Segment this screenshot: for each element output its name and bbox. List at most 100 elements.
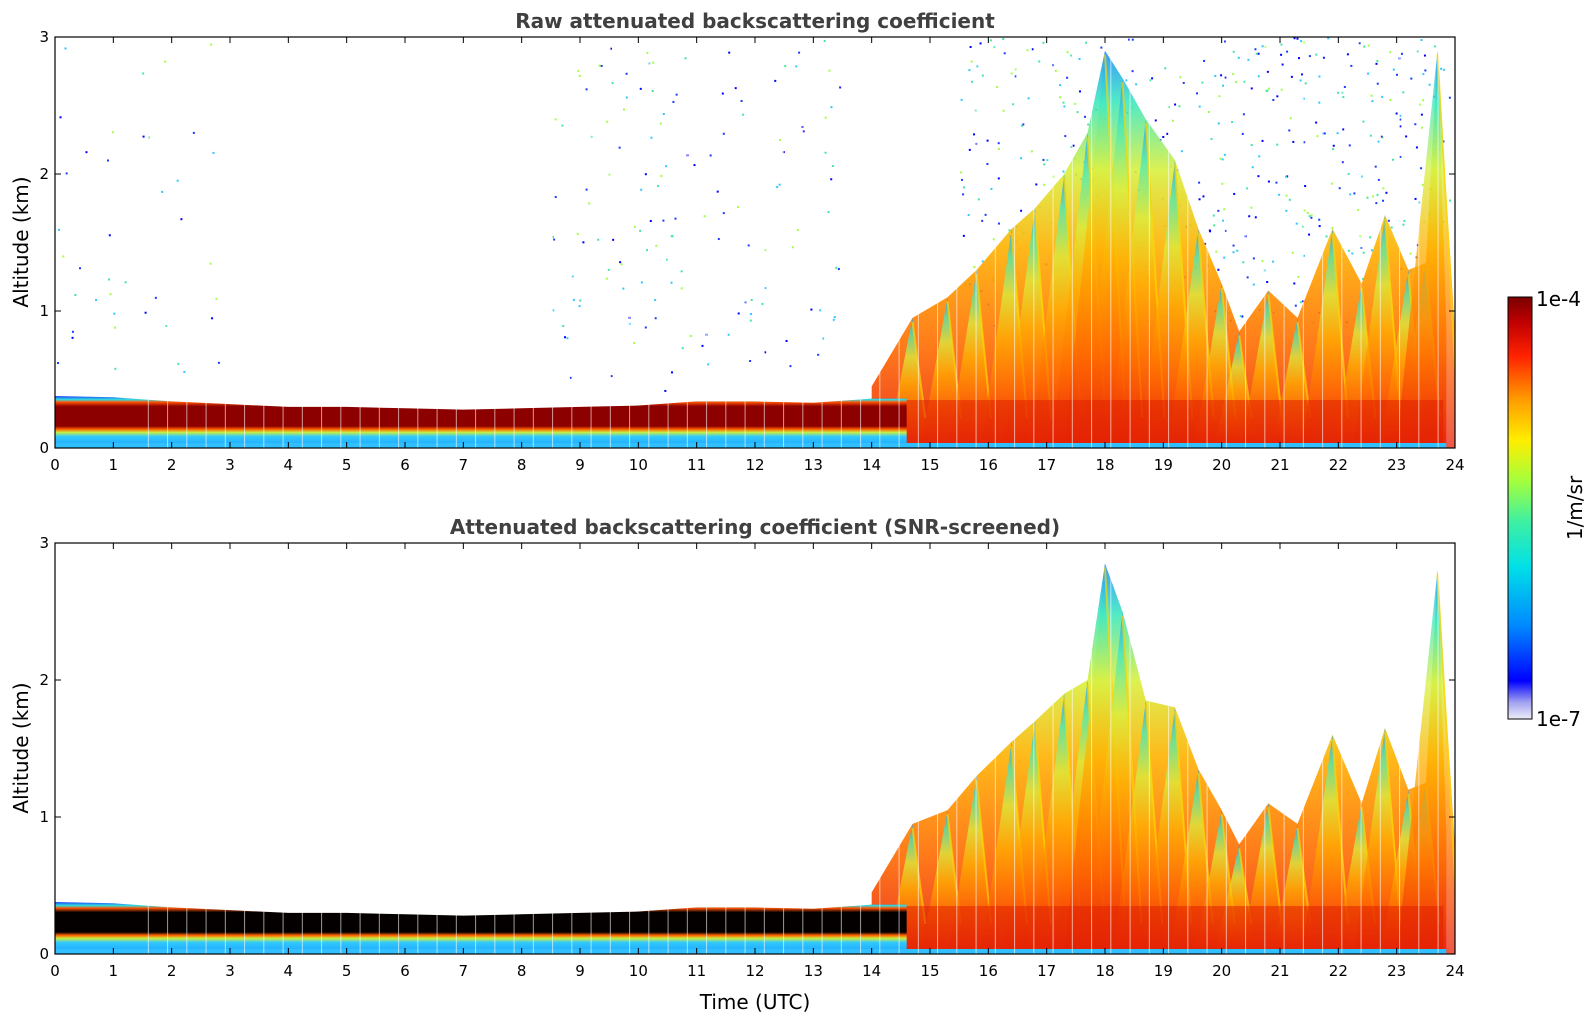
noise-pixel [1252,257,1255,260]
noise-pixel [646,51,649,54]
noise-pixel [1202,195,1205,198]
noise-pixel [569,376,572,379]
plume-streak [1436,574,1455,895]
x-tick-label: 20 [1212,962,1231,980]
noise-pixel [1301,73,1304,76]
x-tick-label: 6 [400,962,410,980]
noise-pixel [785,339,788,342]
noise-pixel [824,151,827,154]
noise-pixel [1405,135,1408,138]
noise-pixel [1030,150,1033,153]
noise-pixel [1020,209,1023,212]
noise-pixel [1288,198,1291,201]
noise-pixel [789,365,792,368]
noise-pixel [1258,155,1261,158]
noise-pixel [1336,91,1339,94]
noise-pixel [1236,249,1239,252]
noise-pixel [737,312,740,315]
noise-pixel [1059,96,1062,99]
y-tick-label: 3 [39,534,49,552]
colorbar-min-label: 1e-7 [1536,707,1581,731]
noise-pixel [1222,84,1225,87]
noise-pixel [796,229,799,232]
x-tick-label: 10 [629,456,648,474]
noise-pixel [1043,163,1046,166]
noise-pixel [164,60,167,63]
x-tick-label: 0 [50,456,60,474]
noise-pixel [582,241,585,244]
x-tick-label: 11 [687,962,706,980]
noise-pixel [1434,45,1437,48]
noise-pixel [1299,301,1302,304]
noise-pixel [1021,124,1024,127]
noise-pixel [1315,121,1318,124]
noise-pixel [990,187,993,190]
noise-pixel [1280,43,1283,46]
noise-pixel [1237,56,1240,59]
x-tick-label: 3 [225,962,235,980]
raw-convective-plumes [871,50,1455,448]
x-tick-label: 5 [342,962,352,980]
noise-pixel [608,173,611,176]
noise-pixel [1222,219,1225,222]
noise-pixel [1255,52,1258,55]
noise-pixel [620,263,623,266]
noise-pixel [554,118,557,121]
noise-pixel [1201,81,1204,84]
noise-pixel [1242,261,1245,264]
noise-pixel [1070,145,1073,148]
raw-y-axis: 0 1 2 3 [39,28,1455,457]
noise-pixel [1348,144,1351,147]
noise-pixel [1248,215,1251,218]
noise-pixel [622,108,625,111]
noise-pixel [1232,73,1235,76]
noise-pixel [1223,153,1226,156]
noise-pixel [822,337,825,340]
noise-pixel [778,139,781,142]
noise-pixel [1380,135,1383,138]
screened-surface-band [55,949,1447,954]
noise-pixel [74,293,77,296]
noise-pixel [1198,181,1201,184]
noise-pixel [649,220,652,223]
noise-pixel [578,305,581,308]
noise-pixel [561,124,564,127]
noise-pixel [562,325,565,328]
noise-pixel [578,74,581,77]
noise-pixel [644,326,647,329]
noise-pixel [1420,113,1423,116]
noise-pixel [1369,236,1372,239]
noise-pixel [109,293,112,296]
x-tick-label: 22 [1329,456,1348,474]
noise-pixel [1390,226,1393,229]
noise-pixel [819,309,822,312]
noise-pixel [681,347,684,350]
noise-pixel [1300,40,1303,43]
x-tick-label: 23 [1387,456,1406,474]
convective-plume [1397,570,1455,954]
surface-aerosol-core [871,400,1444,448]
noise-pixel [1031,48,1034,51]
noise-pixel [1410,77,1413,80]
raw-nocturnal-layer [55,395,907,448]
noise-pixel [993,46,996,49]
noise-pixel [606,120,609,123]
noise-pixel [622,287,625,290]
noise-pixel [1295,222,1298,225]
noise-pixel [1402,91,1405,94]
noise-pixel [1286,50,1289,53]
noise-pixel [62,255,65,258]
noise-pixel [1414,197,1417,200]
raw-plot-content [55,37,1455,448]
noise-pixel [839,86,842,89]
noise-pixel [716,190,719,193]
noise-pixel [144,311,147,314]
noise-pixel [1290,75,1293,78]
noise-pixel [1062,170,1065,173]
noise-pixel [566,337,569,340]
noise-pixel [1233,192,1236,195]
noise-pixel [973,133,976,136]
noise-pixel [1250,144,1253,147]
noise-pixel [645,249,648,252]
